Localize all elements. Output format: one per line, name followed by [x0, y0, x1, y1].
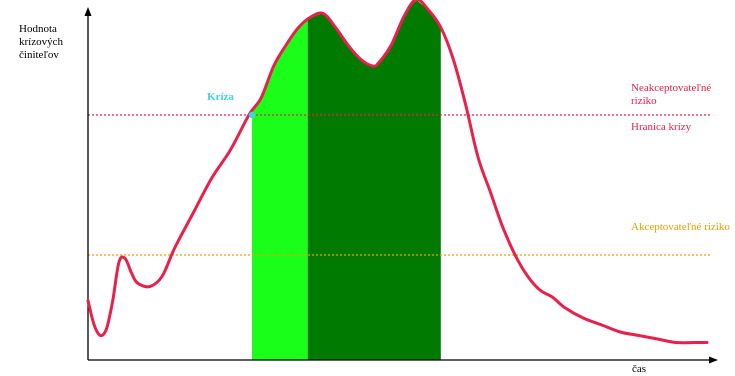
crisis-peak-region [307, 0, 441, 360]
x-axis-label: čas [632, 363, 647, 375]
x-axis-arrow-icon [709, 356, 718, 364]
crisis-onset-region [252, 19, 308, 360]
shaded-regions [252, 0, 441, 360]
acceptable-risk-label: Akceptovateľné riziko [631, 221, 730, 233]
y-axis-label: Hodnota krízových činiteľov [19, 23, 63, 61]
crisis-point-group [248, 111, 256, 119]
crisis-point-label: Kríza [207, 91, 234, 103]
unacceptable-risk-label: Neakceptovateľné riziko [631, 82, 712, 107]
y-axis-arrow-icon [84, 7, 92, 16]
crisis-point-marker [248, 111, 256, 119]
risk-curve-group [86, 0, 709, 345]
crisis-boundary-label: Hranica krízy [631, 121, 692, 133]
risk-curve [86, 0, 709, 345]
